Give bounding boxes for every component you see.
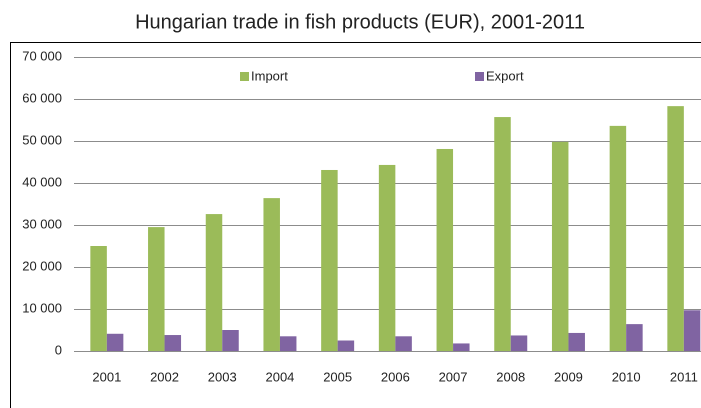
bar: [378, 164, 396, 351]
x-tick-label: 2011: [670, 369, 698, 384]
bar: [609, 125, 627, 351]
x-tick-label: 2003: [208, 369, 237, 384]
bar: [436, 148, 454, 351]
y-tick-label: 0: [55, 342, 62, 357]
x-tick-label: 2004: [265, 369, 294, 384]
legend-swatch: [475, 72, 484, 81]
bar: [453, 343, 470, 351]
y-tick-label: 50 000: [22, 132, 62, 147]
y-tick-label: 70 000: [22, 48, 62, 63]
bar: [164, 335, 182, 351]
bar: [321, 169, 338, 351]
x-tick-label: 2008: [496, 369, 525, 384]
bar: [90, 246, 107, 351]
bar: [667, 106, 684, 351]
bar: [395, 336, 412, 351]
y-tick-label: 30 000: [22, 216, 62, 231]
bar: [263, 198, 280, 351]
x-tick-label: 2009: [554, 369, 583, 384]
x-tick-label: 2006: [381, 369, 410, 384]
x-tick-label: 2010: [612, 369, 641, 384]
chart-title: Hungarian trade in fish products (EUR), …: [135, 11, 585, 33]
bar: [148, 227, 165, 351]
y-tick-label: 40 000: [22, 174, 62, 189]
bar: [568, 332, 585, 351]
y-tick-label: 60 000: [22, 90, 62, 105]
chart-border: [10, 42, 701, 408]
y-tick-label: 10 000: [22, 300, 62, 315]
x-tick-label: 2005: [323, 369, 352, 384]
bar: [510, 335, 528, 351]
bar: [106, 333, 124, 351]
bar: [551, 141, 569, 351]
bar: [279, 336, 297, 351]
bar: [222, 330, 239, 351]
bar: [626, 324, 643, 351]
bar: [683, 310, 701, 351]
x-tick-label: 2001: [92, 369, 121, 384]
bar: [337, 340, 355, 351]
legend-label: Export: [486, 68, 524, 83]
y-tick-label: 20 000: [22, 258, 62, 273]
bar: [494, 117, 511, 351]
x-tick-label: 2007: [439, 369, 468, 384]
bar: [205, 214, 223, 351]
legend-swatch: [240, 72, 249, 81]
x-tick-label: 2002: [150, 369, 179, 384]
legend-label: Import: [251, 68, 288, 83]
